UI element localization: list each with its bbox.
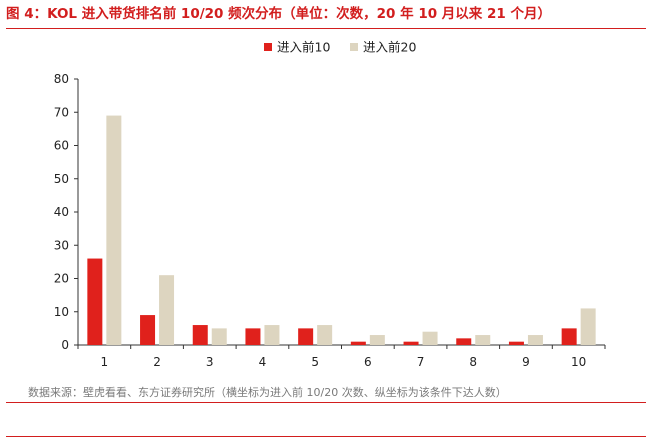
bar-top20-5 [317,325,333,345]
y-tick-label: 50 [54,172,69,186]
y-tick-label: 60 [54,139,69,153]
bar-top10-9 [508,341,524,345]
data-source-note: 数据来源：壁虎看看、东方证券研究所（横坐标为进入前 10/20 次数、纵坐标为该… [28,386,507,399]
y-tick-label: 20 [54,272,69,286]
y-axis: 0 10 20 30 40 50 60 70 80 [54,72,79,352]
x-tick-label: 4 [259,355,267,369]
bar-top10-5 [298,328,314,345]
title-divider [6,28,646,29]
chart-legend: 进入前10 进入前20 [264,40,416,55]
x-tick-label: 6 [364,355,372,369]
legend-swatch [350,43,358,51]
bar-top10-4 [245,328,261,345]
x-tick-label: 3 [206,355,214,369]
footer-divider [6,436,646,437]
source-divider [6,402,646,403]
bar-top20-8 [475,335,491,345]
bar-top10-8 [456,338,472,345]
bar-top10-2 [140,315,156,345]
x-axis: 1 2 3 4 5 6 7 8 9 10 [77,344,606,369]
bar-top20-9 [527,335,543,345]
bar-top10-3 [192,325,208,345]
x-tick-label: 9 [522,355,530,369]
x-tick-label: 8 [469,355,477,369]
y-tick-label: 0 [61,338,69,352]
bar-top10-7 [403,341,419,345]
x-tick-label: 2 [153,355,161,369]
bar-top10-1 [87,258,103,345]
bars [87,115,596,345]
bar-top20-3 [211,328,227,345]
bar-chart: 进入前10 进入前20 0 10 20 30 40 50 60 70 80 1 2 3 4 5 6 7 8 9 10 [54,40,606,369]
bar-top20-4 [264,325,280,345]
x-tick-label: 7 [417,355,425,369]
bar-top20-6 [369,335,385,345]
x-tick-label: 1 [101,355,109,369]
legend-swatch [264,43,272,51]
y-tick-label: 40 [54,205,69,219]
x-tick-label: 5 [311,355,319,369]
bar-top20-1 [106,115,122,345]
legend-label: 进入前10 [277,40,330,55]
bar-top10-10 [561,328,577,345]
x-tick-label: 10 [571,355,586,369]
bar-top20-2 [159,275,175,345]
figure-title: 图 4：KOL 进入带货排名前 10/20 频次分布（单位：次数，20 年 10… [6,6,551,22]
y-tick-label: 70 [54,105,69,119]
legend-label: 进入前20 [363,40,416,55]
y-tick-label: 10 [54,305,69,319]
bar-top10-6 [350,341,366,345]
y-tick-label: 80 [54,72,69,86]
bar-top20-7 [422,331,438,345]
y-tick-label: 30 [54,238,69,252]
bar-top20-10 [580,308,596,345]
